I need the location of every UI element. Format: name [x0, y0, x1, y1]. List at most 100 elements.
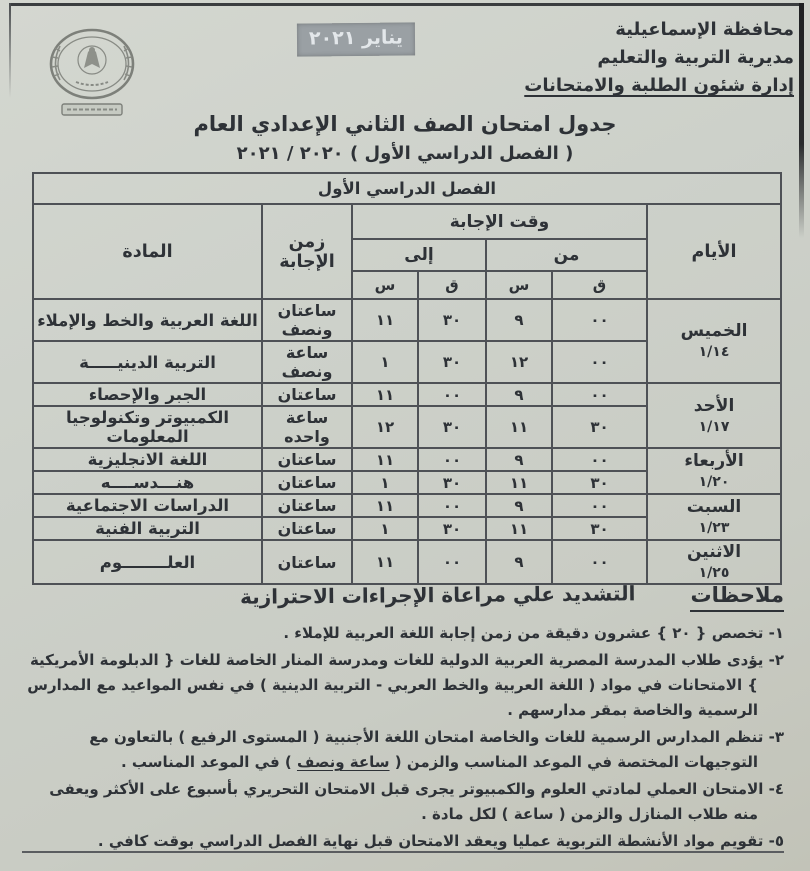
schedule-row: الأحد ١/١٧ ٠٠ ٩ ٠٠ ١١ ساعتان الجبر والإحصاء [31, 382, 782, 449]
org-line-governorate: محافظة الإسماعيلية [615, 19, 794, 40]
note-item: ٣- تنظم المدارس الرسمية للغات والخاصة ام… [89, 728, 784, 771]
exam-schedule-table: الفصل الدراسي الأول الأيام وقت الإجابة ز… [31, 172, 783, 585]
schedule-row: ٣٠ ١١ ٣٠ ١ ساعتان التربية الفنية [31, 516, 781, 541]
notes-section: ملاحظات التشديد علي مراعاة الإجراءات الا… [24, 581, 784, 856]
header-to-minutes: ق [417, 270, 487, 300]
to-min-cell: ٣٠ [417, 298, 487, 342]
duration-cell: ساعتان [261, 447, 353, 472]
schedule-table-body: الخميس ١/١٤ ٠٠ ٩ ٣٠ ١١ ساعتان ونصف اللغة العربي… [31, 298, 782, 585]
from-min-cell: ٠٠ [551, 340, 648, 384]
duration-cell: ساعتان [261, 539, 353, 585]
to-hr-cell: ١١ [351, 298, 419, 342]
to-hr-cell: ١١ [351, 493, 419, 518]
from-min-cell: ٠٠ [551, 447, 648, 472]
day-cell: الأحد ١/١٧ [646, 382, 782, 449]
schedule-row: الأربعاء ١/٢٠ ٠٠ ٩ ٠٠ ١١ ساعتان اللغة الانجليزي… [31, 447, 782, 495]
org-line-department: إدارة شئون الطلبة والامتحانات [524, 75, 794, 96]
schedule-row: ٠٠ ١٢ ٣٠ ١ ساعة ونصف التربية الدينيـــــة [31, 340, 781, 384]
header-from-minutes: ق [551, 270, 648, 300]
from-hr-cell: ٩ [485, 382, 553, 407]
to-hr-cell: ١٢ [351, 405, 419, 449]
note-item: ٢- يؤدى طلاب المدرسة المصرية العربية الد… [27, 651, 784, 719]
from-hr-cell: ٩ [485, 539, 553, 585]
from-hr-cell: ٩ [485, 298, 553, 342]
to-min-cell: ٠٠ [417, 447, 487, 472]
header-subject: المادة [31, 203, 264, 300]
to-hr-cell: ١١ [351, 447, 419, 472]
subject-cell: الكمبيوتر وتكنولوجيا المعلومات [31, 405, 264, 449]
to-min-cell: ٠٠ [417, 382, 487, 407]
day-cell: السبت ١/٢٣ [646, 493, 782, 541]
note-item: ٤- الامتحان العملي لمادتي العلوم والكمبي… [49, 780, 784, 823]
header-from: من [485, 238, 648, 272]
from-min-cell: ٠٠ [551, 539, 648, 585]
note-item: ١- تخصص { ٢٠ } عشرون دقيقة من زمن إجابة … [283, 624, 784, 642]
duration-cell: ساعتان [261, 382, 353, 407]
from-min-cell: ٠٠ [551, 298, 648, 342]
day-name: الأربعاء [684, 451, 744, 471]
header-days: الأيام [646, 203, 782, 300]
subject-cell: اللغة العربية والخط والإملاء [31, 298, 264, 342]
header-to: إلى [351, 238, 487, 272]
to-min-cell: ٠٠ [417, 493, 487, 518]
subject-cell: اللغة الانجليزية [31, 447, 264, 472]
day-name: الخميس [680, 321, 748, 341]
notes-emphasis-precautionary: التشديد علي مراعاة الإجراءات الاحترازية [239, 581, 636, 609]
to-hr-cell: ١ [351, 340, 419, 384]
date-stamp: يناير ٢٠٢١ [296, 22, 416, 57]
title-term-years: ( الفصل الدراسي الأول ) ٢٠٢١ / ٢٠٢٠ [0, 143, 810, 164]
to-hr-cell: ١١ [351, 539, 419, 585]
notes-list: ١- تخصص { ٢٠ } عشرون دقيقة من زمن إجابة … [24, 621, 784, 854]
to-min-cell: ٠٠ [417, 539, 487, 585]
subject-cell: هنـــدســــه [31, 470, 264, 495]
day-name: الأحد [693, 395, 735, 416]
schedule-row: الخميس ١/١٤ ٠٠ ٩ ٣٠ ١١ ساعتان ونصف اللغة العربي… [31, 298, 782, 384]
from-min-cell: ٣٠ [551, 470, 648, 495]
title-term-label: ( الفصل الدراسي الأول ) [349, 143, 574, 164]
from-hr-cell: ١١ [485, 516, 553, 541]
from-min-cell: ٣٠ [551, 516, 648, 541]
from-hr-cell: ٩ [485, 447, 553, 472]
day-date: ١/١٧ [698, 418, 730, 435]
duration-cell: ساعتان ونصف [261, 298, 353, 342]
to-min-cell: ٣٠ [417, 340, 487, 384]
to-hr-cell: ١ [351, 516, 419, 541]
day-date: ١/٢٠ [698, 474, 730, 490]
title-exam-schedule: جدول امتحان الصف الثاني الإعدادي العام [193, 112, 617, 136]
bottom-divider-line [22, 851, 784, 853]
day-name: الاثنين [686, 542, 742, 562]
notes-header: ملاحظات التشديد علي مراعاة الإجراءات الا… [24, 581, 784, 612]
from-min-cell: ٠٠ [551, 493, 648, 518]
to-min-cell: ٣٠ [417, 470, 487, 495]
table-banner-row: الفصل الدراسي الأول [31, 172, 783, 205]
table-banner-first-term: الفصل الدراسي الأول [31, 172, 783, 205]
page-frame-left-line [9, 3, 11, 98]
to-min-cell: ٣٠ [417, 516, 487, 541]
notes-heading: ملاحظات [690, 583, 784, 612]
header-to-hours: س [351, 270, 419, 300]
day-date: ١/٢٥ [698, 565, 730, 581]
title-academic-years: ٢٠٢١ / ٢٠٢٠ [236, 143, 344, 164]
day-cell: الاثنين ١/٢٥ [646, 539, 782, 585]
day-cell: الخميس ١/١٤ [646, 298, 782, 384]
subject-cell: التربية الفنية [31, 516, 264, 541]
subject-cell: العلــــــــوم [31, 539, 264, 585]
duration-cell: ساعتان [261, 470, 353, 495]
duration-cell: ساعة واحده [261, 405, 353, 449]
to-hr-cell: ١ [351, 470, 419, 495]
schedule-row: السبت ١/٢٣ ٠٠ ٩ ٠٠ ١١ ساعتان الدراسات الاجتماعي… [31, 493, 782, 541]
from-hr-cell: ١١ [485, 470, 553, 495]
subject-cell: الجبر والإحصاء [31, 382, 264, 407]
to-hr-cell: ١١ [351, 382, 419, 407]
page-frame-right-line [799, 3, 804, 238]
from-hr-cell: ١٢ [485, 340, 553, 384]
from-min-cell: ٠٠ [551, 382, 648, 407]
header-answer-time: وقت الإجابة [351, 203, 648, 240]
organization-header: محافظة الإسماعيلية مديرية التربية والتعل… [524, 16, 794, 100]
eagle-emblem-stamp-icon [49, 28, 135, 116]
duration-cell: ساعتان [261, 493, 353, 518]
org-line-directorate: مديرية التربية والتعليم [597, 47, 794, 68]
day-date: ١/٢٣ [698, 520, 730, 536]
from-min-cell: ٣٠ [551, 405, 648, 449]
